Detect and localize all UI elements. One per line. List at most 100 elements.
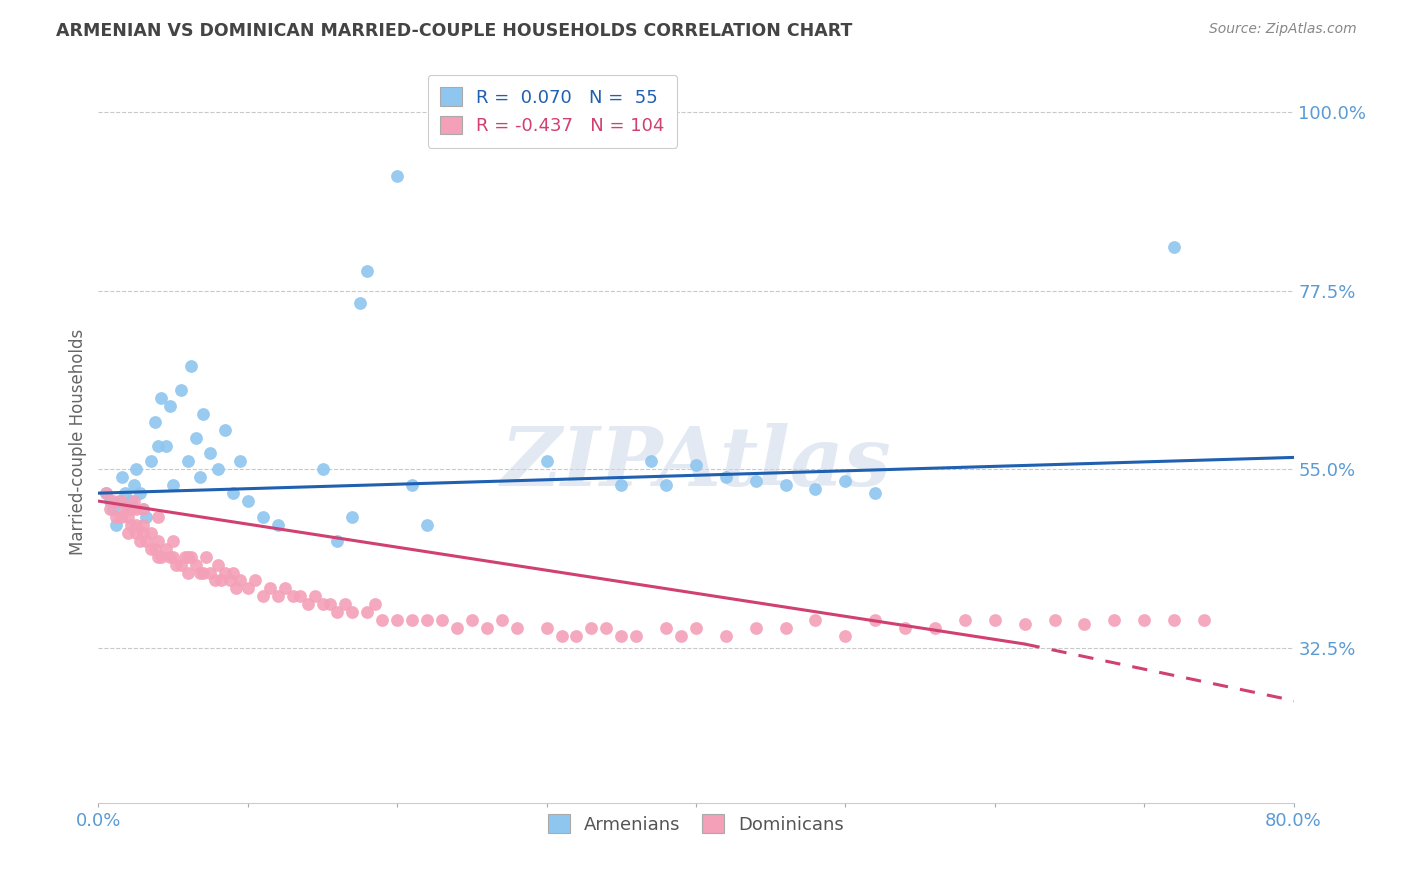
Point xyxy=(626,629,648,643)
Point xyxy=(222,566,245,580)
Point xyxy=(177,549,200,564)
Point xyxy=(150,549,173,564)
Point xyxy=(984,613,1007,627)
Point xyxy=(669,629,692,643)
Point xyxy=(356,605,378,619)
Point xyxy=(103,502,125,516)
Point xyxy=(804,482,827,496)
Point xyxy=(94,486,117,500)
Point xyxy=(135,533,157,548)
Point xyxy=(252,510,274,524)
Point xyxy=(1133,613,1156,627)
Point xyxy=(326,605,349,619)
Point xyxy=(195,549,218,564)
Point xyxy=(148,510,170,524)
Point xyxy=(356,264,378,278)
Point xyxy=(125,525,148,540)
Point xyxy=(506,621,529,635)
Point xyxy=(148,533,170,548)
Point xyxy=(132,502,155,516)
Point xyxy=(326,533,349,548)
Point xyxy=(111,470,134,484)
Point xyxy=(207,558,229,572)
Point xyxy=(550,629,572,643)
Point xyxy=(371,613,394,627)
Point xyxy=(491,613,513,627)
Point xyxy=(565,629,588,643)
Point xyxy=(267,590,290,604)
Point xyxy=(924,621,946,635)
Point xyxy=(162,533,184,548)
Point xyxy=(1192,613,1215,627)
Point xyxy=(180,549,202,564)
Point xyxy=(180,359,202,373)
Point xyxy=(143,415,166,429)
Point xyxy=(252,590,274,604)
Point xyxy=(342,605,364,619)
Point xyxy=(129,486,152,500)
Point xyxy=(640,454,662,468)
Point xyxy=(120,494,142,508)
Point xyxy=(1014,617,1036,632)
Point xyxy=(214,566,236,580)
Point xyxy=(108,494,131,508)
Point xyxy=(155,438,177,452)
Point xyxy=(245,574,267,588)
Point xyxy=(125,502,148,516)
Point xyxy=(114,486,136,500)
Point xyxy=(304,590,326,604)
Point xyxy=(103,494,125,508)
Point xyxy=(385,169,409,183)
Point xyxy=(536,454,558,468)
Point xyxy=(775,621,797,635)
Point xyxy=(98,494,122,508)
Point xyxy=(105,517,128,532)
Point xyxy=(288,590,311,604)
Point xyxy=(169,383,191,397)
Point xyxy=(120,517,142,532)
Point xyxy=(536,621,558,635)
Point xyxy=(894,621,917,635)
Point xyxy=(150,391,173,405)
Point xyxy=(461,613,484,627)
Point xyxy=(775,478,797,492)
Point xyxy=(132,502,155,516)
Point xyxy=(229,574,252,588)
Point xyxy=(1163,240,1185,254)
Point xyxy=(364,597,387,611)
Point xyxy=(117,510,139,524)
Point xyxy=(114,502,136,516)
Point xyxy=(162,478,184,492)
Point xyxy=(155,541,177,556)
Point xyxy=(165,558,187,572)
Point xyxy=(200,566,222,580)
Point xyxy=(143,541,166,556)
Point xyxy=(159,549,181,564)
Point xyxy=(349,295,371,310)
Point xyxy=(655,478,678,492)
Point xyxy=(834,629,856,643)
Point xyxy=(188,470,211,484)
Point xyxy=(229,454,252,468)
Point xyxy=(132,517,155,532)
Point xyxy=(1104,613,1126,627)
Text: Source: ZipAtlas.com: Source: ZipAtlas.com xyxy=(1209,22,1357,37)
Point xyxy=(342,510,364,524)
Point xyxy=(311,462,333,476)
Point xyxy=(655,621,678,635)
Point xyxy=(267,517,290,532)
Point xyxy=(281,590,304,604)
Point xyxy=(209,574,232,588)
Point xyxy=(1043,613,1066,627)
Point xyxy=(416,517,439,532)
Point xyxy=(311,597,333,611)
Point xyxy=(745,475,768,489)
Point xyxy=(184,431,207,445)
Point xyxy=(94,486,117,500)
Point xyxy=(610,478,633,492)
Point xyxy=(430,613,453,627)
Point xyxy=(401,478,423,492)
Point xyxy=(207,462,229,476)
Point xyxy=(401,613,423,627)
Point xyxy=(120,502,142,516)
